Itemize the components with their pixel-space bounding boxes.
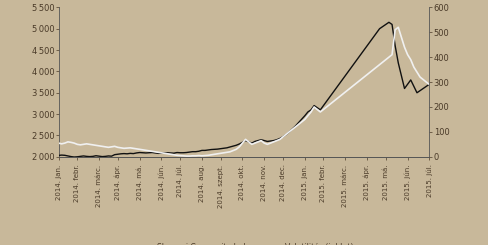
Legend: Shangai Composite Index, Volatilitás (jobb t): Shangai Composite Index, Volatilitás (jo… — [131, 240, 357, 245]
